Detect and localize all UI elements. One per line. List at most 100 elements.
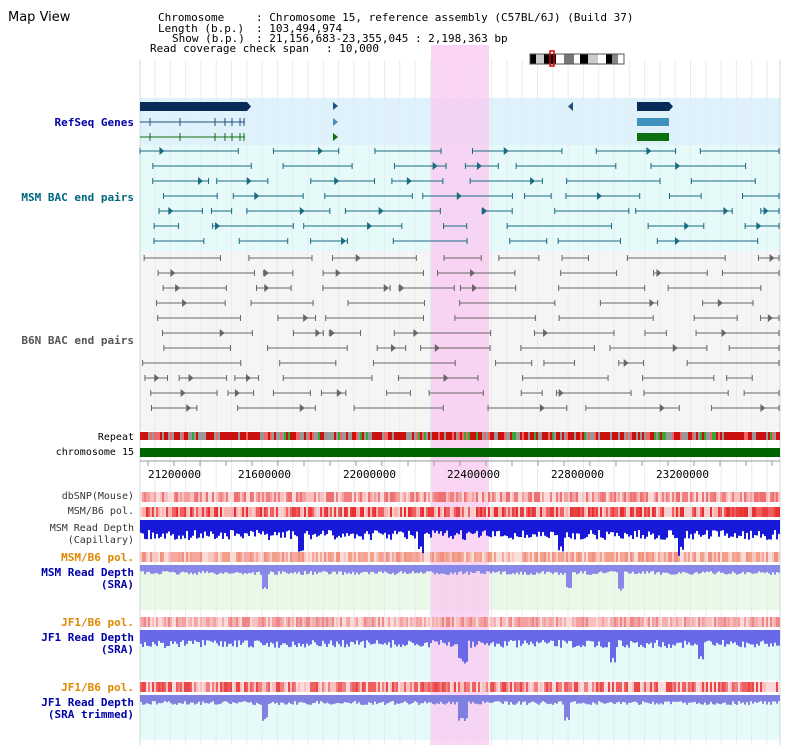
heat-cell — [574, 682, 576, 692]
heat-cell — [770, 507, 772, 517]
depth-bar — [572, 565, 574, 573]
heat-cell — [768, 617, 770, 627]
heat-cell — [354, 492, 356, 502]
depth-bar — [578, 695, 580, 704]
depth-bar — [474, 520, 476, 534]
heat-cell — [410, 507, 412, 517]
depth-bar — [184, 630, 186, 646]
repeat-segment — [398, 432, 400, 440]
depth-bar — [280, 520, 282, 538]
heat-cell — [582, 682, 584, 692]
heat-cell — [218, 492, 220, 502]
heat-cell — [254, 507, 256, 517]
heat-cell — [164, 552, 166, 562]
depth-bar — [202, 520, 204, 539]
heat-cell — [492, 507, 494, 517]
heat-cell — [590, 682, 592, 692]
heat-cell — [270, 617, 272, 627]
depth-bar — [360, 695, 362, 705]
depth-bar — [220, 630, 222, 642]
heat-cell — [724, 682, 726, 692]
heat-cell — [304, 617, 306, 627]
repeat-segment — [754, 432, 756, 440]
depth-bar — [368, 520, 370, 535]
depth-bar — [366, 520, 368, 532]
depth-bar — [164, 630, 166, 648]
heat-cell — [436, 552, 438, 562]
depth-bar — [276, 520, 278, 536]
depth-bar — [214, 630, 216, 641]
repeat-segment — [574, 432, 576, 440]
heat-cell — [496, 552, 498, 562]
heat-cell — [576, 682, 578, 692]
depth-bar — [596, 630, 598, 646]
heat-cell — [296, 617, 298, 627]
depth-bar — [612, 520, 614, 533]
heat-cell — [148, 507, 150, 517]
depth-bar — [370, 520, 372, 540]
heat-cell — [558, 552, 560, 562]
heat-cell — [774, 552, 776, 562]
depth-bar — [376, 695, 378, 705]
depth-bar — [762, 565, 764, 573]
heat-cell — [434, 682, 436, 692]
heat-cell — [206, 617, 208, 627]
heat-cell — [490, 507, 492, 517]
heat-cell — [322, 507, 324, 517]
depth-bar — [456, 520, 458, 534]
heat-cell — [438, 682, 440, 692]
heat-cell — [168, 507, 170, 517]
repeat-segment — [632, 432, 634, 440]
heat-cell — [140, 552, 142, 562]
b6n-bac-arrow — [383, 284, 389, 292]
depth-bar — [672, 695, 674, 702]
depth-bar — [628, 520, 630, 537]
msm-bac-arrow — [341, 237, 347, 245]
heat-cell — [342, 682, 344, 692]
heat-cell — [432, 617, 434, 627]
heat-cell — [672, 492, 674, 502]
heat-cell — [424, 492, 426, 502]
depth-bar — [638, 695, 640, 705]
repeat-segment — [616, 432, 618, 440]
depth-bar — [748, 520, 750, 540]
heat-cell — [596, 492, 598, 502]
depth-bar — [544, 695, 546, 703]
heat-cell — [676, 682, 678, 692]
depth-bar — [466, 565, 468, 572]
depth-bar — [390, 565, 392, 575]
heat-cell — [178, 617, 180, 627]
heat-cell — [702, 552, 704, 562]
heat-cell — [580, 552, 582, 562]
depth-bar — [564, 630, 566, 642]
b6n-bac-arrow — [543, 329, 549, 337]
depth-bar — [472, 695, 474, 702]
depth-bar — [654, 630, 656, 643]
heat-cell — [468, 617, 470, 627]
depth-bar — [212, 520, 214, 534]
heat-cell — [252, 552, 254, 562]
depth-bar — [290, 520, 292, 540]
depth-bar — [758, 630, 760, 646]
depth-bar — [170, 520, 172, 536]
depth-bar — [218, 630, 220, 646]
depth-bar — [392, 520, 394, 534]
depth-bar — [422, 520, 424, 554]
heat-cell — [710, 507, 712, 517]
heat-cell — [400, 682, 402, 692]
heat-cell — [218, 552, 220, 562]
heat-cell — [706, 552, 708, 562]
heat-cell — [698, 682, 700, 692]
depth-bar — [288, 695, 290, 703]
heat-cell — [576, 617, 578, 627]
heat-cell — [334, 507, 336, 517]
msm-bac-arrow — [530, 177, 536, 185]
heat-cell — [484, 507, 486, 517]
heat-cell — [266, 552, 268, 562]
depth-bar — [566, 565, 568, 588]
b6n-bac-arrow — [234, 389, 240, 397]
heat-cell — [402, 552, 404, 562]
repeat-segment — [284, 432, 286, 440]
depth-bar — [236, 565, 238, 573]
